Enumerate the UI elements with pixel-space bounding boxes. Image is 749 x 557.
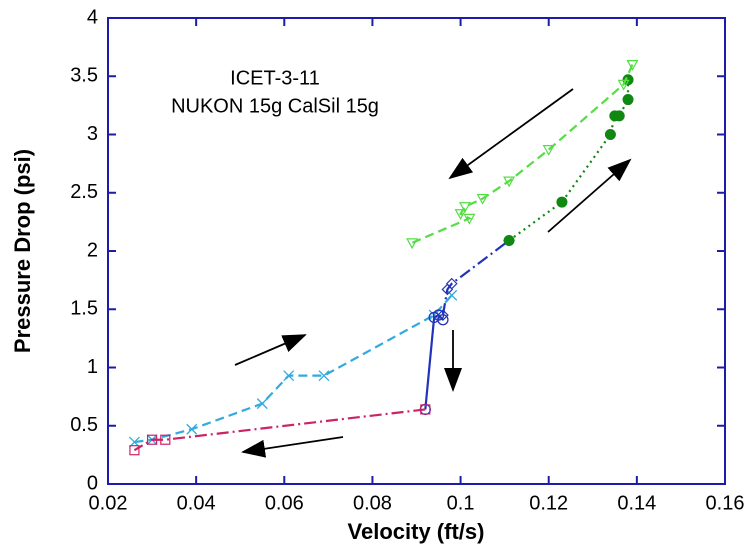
y-tick-label: 0: [87, 472, 98, 494]
marker: [454, 209, 467, 220]
plot-frame: [107, 17, 726, 485]
marker: [626, 60, 639, 71]
y-tick-label: 2.5: [70, 181, 98, 203]
series-line: [134, 294, 453, 444]
x-tick-label: 0.12: [529, 492, 568, 514]
marker: [146, 434, 158, 445]
y-tick-label: 0.5: [70, 414, 98, 436]
y-tick-label: 4: [87, 6, 98, 28]
annotation: NUKON 15g CalSil 15g: [171, 95, 379, 117]
series-line: [424, 313, 444, 410]
x-tick-label: 0.02: [89, 492, 128, 514]
plot-area: 0 0.5 1 1.5 2 2.5 3 3.5 4 0.02 0.04 0.06 0.08 0.1 0.12…: [70, 6, 744, 514]
marker: [406, 238, 419, 250]
series-line: [133, 408, 426, 452]
series-line: [441, 239, 510, 316]
marker: [446, 289, 458, 301]
marker: [420, 404, 431, 415]
arrow: [234, 334, 307, 366]
x-tick-label: 0.16: [706, 492, 745, 514]
marker: [503, 235, 515, 247]
marker: [458, 202, 471, 213]
arrow: [241, 436, 344, 458]
x-tick-label: 0.1: [447, 492, 475, 514]
x-tick-label: 0.08: [353, 492, 392, 514]
y-tick-label: 3: [87, 123, 98, 145]
y-tick-label: 1: [87, 356, 98, 378]
marker: [445, 277, 458, 290]
marker: [476, 193, 489, 205]
marker: [129, 445, 140, 456]
marker: [256, 398, 268, 410]
marker: [503, 176, 516, 188]
marker: [437, 309, 449, 321]
marker: [556, 196, 568, 208]
y-tick-label: 3.5: [70, 65, 98, 87]
series-line: [411, 64, 634, 244]
marker: [318, 370, 330, 382]
marker: [617, 79, 630, 91]
x-tick-label: 0.14: [617, 492, 656, 514]
x-tick-label: 0.04: [177, 492, 216, 514]
marker: [542, 145, 555, 156]
annotation: ICET-3-11: [230, 67, 320, 89]
marker: [622, 94, 634, 106]
y-axis-label: Pressure Drop (psi): [10, 149, 35, 353]
marker: [604, 129, 616, 140]
marker: [186, 423, 198, 435]
marker: [160, 434, 171, 445]
series-line: [508, 79, 630, 242]
x-axis-label: Velocity (ft/s): [348, 519, 485, 544]
marker: [463, 213, 476, 225]
arrow: [448, 88, 574, 180]
x-tick-label: 0.06: [265, 492, 304, 514]
marker: [613, 110, 625, 122]
y-tick-label: 1.5: [70, 298, 98, 320]
arrow: [547, 158, 632, 233]
marker: [283, 370, 295, 382]
y-tick-label: 2: [87, 239, 98, 261]
